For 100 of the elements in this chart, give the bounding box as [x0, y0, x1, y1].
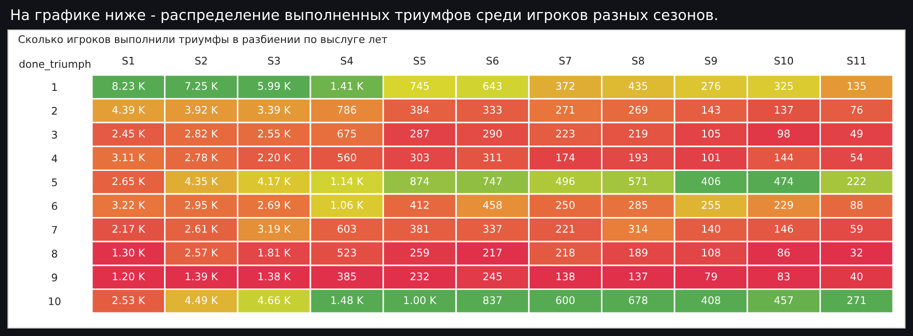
x-tick-label: S1 — [122, 56, 134, 65]
data-label: 412 — [410, 201, 429, 209]
x-tick-label: S10 — [774, 56, 794, 65]
data-label: 1.38 K — [258, 272, 291, 280]
y-tick-label: 5 — [52, 178, 57, 186]
x-tick-label: S7 — [559, 56, 572, 65]
data-label: 290 — [483, 130, 502, 138]
data-label: 1.14 K — [331, 177, 364, 185]
data-label: 218 — [556, 248, 575, 257]
data-label: 276 — [702, 82, 720, 90]
y-tick-label: 2 — [52, 106, 57, 115]
data-label: 1.81 K — [258, 248, 291, 257]
x-tick-label: S6 — [486, 56, 498, 65]
data-label: 49 — [850, 130, 862, 138]
data-label: 4.39 K — [112, 106, 146, 114]
data-label: 108 — [702, 248, 720, 257]
data-label: 59 — [850, 224, 862, 233]
data-label: 140 — [702, 224, 720, 233]
data-label: 245 — [483, 272, 502, 280]
data-label: 3.39 K — [258, 106, 291, 114]
data-label: 101 — [702, 153, 720, 162]
y-tick-label: 4 — [52, 154, 58, 162]
data-label: 325 — [774, 82, 793, 90]
data-label: 217 — [483, 248, 502, 256]
data-label: 4.66 K — [258, 296, 291, 304]
data-label: 2.53 K — [112, 296, 146, 304]
data-label: 2.20 K — [258, 153, 291, 162]
data-label: 408 — [702, 296, 720, 304]
x-tick-label: S2 — [195, 56, 207, 65]
data-label: 603 — [338, 224, 356, 233]
y-tick-label: 7 — [52, 226, 57, 234]
data-label: 137 — [774, 106, 793, 114]
data-label: 8.23 K — [112, 82, 146, 90]
data-label: 2.61 K — [185, 224, 218, 233]
data-label: 496 — [556, 177, 575, 186]
data-label: 2.82 K — [185, 130, 218, 138]
data-label: 571 — [629, 177, 648, 186]
data-label: 3.22 K — [112, 201, 146, 209]
chart-subtitle: Сколько игроков выполнили триумфы в разбиении по выслуге лет — [18, 34, 388, 46]
data-label: 88 — [850, 201, 863, 209]
data-label: 83 — [778, 272, 790, 280]
data-label: 745 — [410, 82, 429, 90]
data-label: 4.49 K — [185, 296, 218, 304]
data-label: 40 — [850, 272, 863, 280]
data-label: 146 — [774, 224, 794, 233]
data-label: 189 — [629, 248, 648, 257]
data-label: 2.45 K — [112, 130, 146, 138]
data-label: 174 — [556, 154, 575, 162]
data-label: 144 — [774, 154, 794, 162]
data-label: 4.35 K — [185, 177, 218, 186]
chart-title: На графике ниже - распределение выполненных триумфов среди игроков разных сезонов. — [11, 9, 717, 24]
data-label: 271 — [847, 296, 866, 304]
data-label: 7.25 K — [185, 82, 218, 90]
data-label: 2.17 K — [112, 224, 146, 233]
data-label: 2.78 K — [185, 153, 218, 162]
data-label: 2.55 K — [258, 130, 291, 138]
data-label: 250 — [556, 201, 575, 209]
y-tick-label: 8 — [52, 250, 58, 258]
data-label: 271 — [556, 106, 574, 114]
data-label: 221 — [556, 224, 574, 233]
data-label: 259 — [410, 248, 429, 257]
data-label: 32 — [850, 248, 862, 257]
y-tick-label: 3 — [52, 130, 57, 139]
data-label: 219 — [628, 130, 648, 138]
data-label: 79 — [705, 272, 717, 280]
data-label: 223 — [556, 130, 574, 138]
x-tick-label: S4 — [340, 56, 353, 65]
data-label: 474 — [774, 177, 794, 185]
data-label: 3.92 K — [185, 106, 218, 114]
data-label: 384 — [410, 106, 430, 114]
data-label: 269 — [628, 106, 648, 114]
data-label: 98 — [778, 130, 790, 138]
data-label: 105 — [702, 130, 720, 138]
data-label: 311 — [483, 153, 502, 162]
data-label: 76 — [850, 106, 863, 114]
data-label: 643 — [483, 82, 502, 90]
x-tick-label: S9 — [705, 56, 717, 65]
data-label: 1.30 K — [112, 248, 146, 257]
data-label: 2.95 K — [185, 201, 218, 209]
data-label: 1.20 K — [112, 272, 146, 280]
data-label: 1.39 K — [186, 272, 218, 280]
data-label: 333 — [483, 106, 502, 114]
data-label: 747 — [483, 177, 502, 185]
y-tick-label: 9 — [52, 274, 58, 282]
data-label: 138 — [556, 272, 575, 280]
data-label: 137 — [629, 272, 648, 280]
data-label: 3.19 K — [258, 224, 291, 233]
data-label: 193 — [629, 153, 648, 162]
data-label: 3.11 K — [112, 153, 146, 162]
data-label: 287 — [410, 130, 429, 138]
data-label: 1.41 K — [331, 82, 364, 90]
data-label: 560 — [338, 153, 356, 162]
data-label: 4.17 K — [258, 177, 291, 185]
data-label: 600 — [556, 296, 575, 304]
data-label: 2.65 K — [112, 177, 146, 186]
x-tick-label: S3 — [268, 56, 280, 65]
data-label: 406 — [702, 177, 720, 186]
data-label: 678 — [628, 296, 648, 304]
data-label: 372 — [556, 82, 574, 90]
data-label: 314 — [628, 224, 648, 233]
